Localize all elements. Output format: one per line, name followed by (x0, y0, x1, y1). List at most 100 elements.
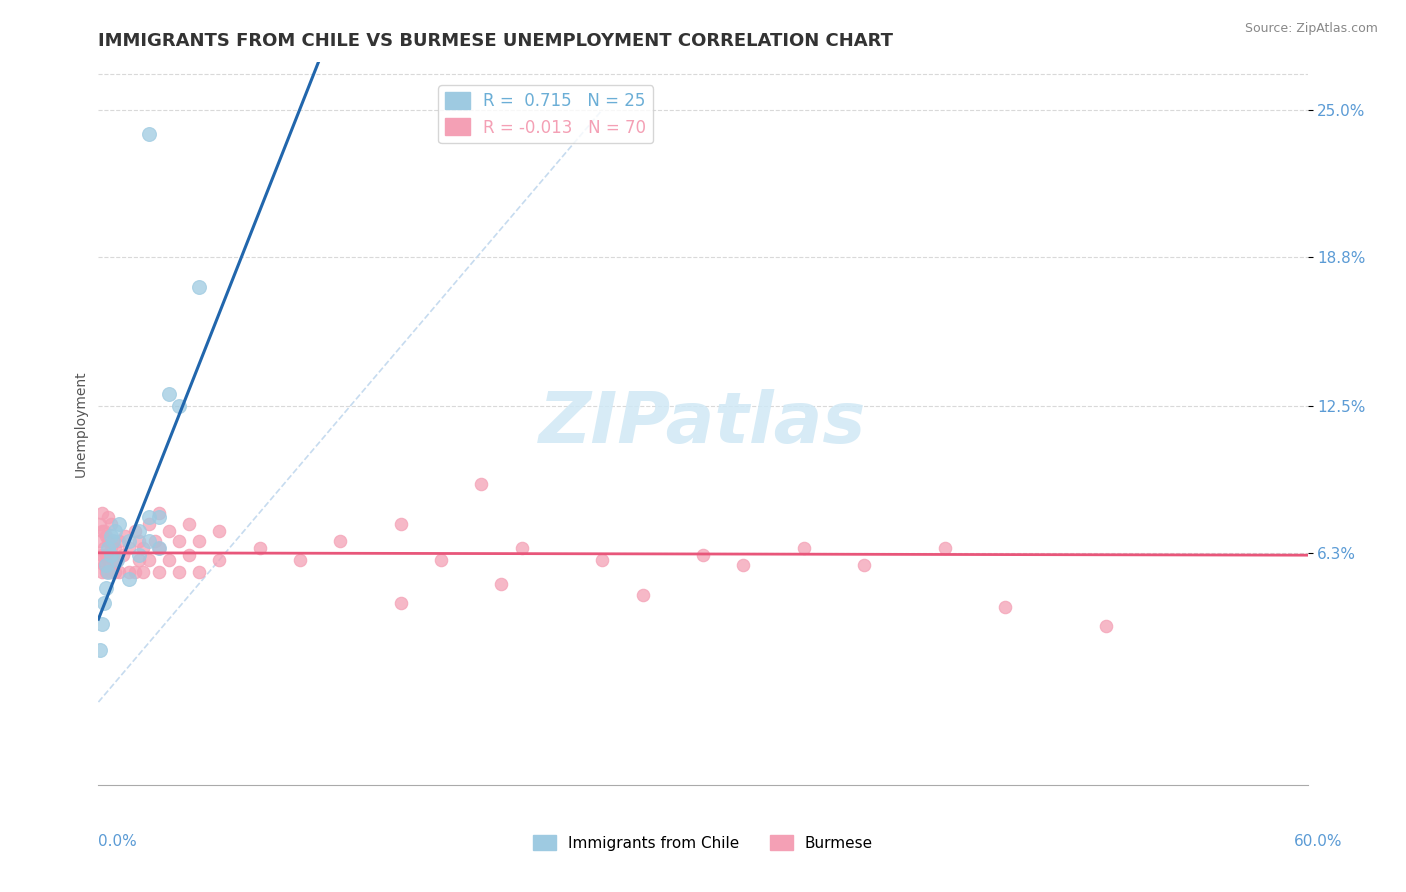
Point (148, 506, 170, 520)
Point (491, 576, 513, 591)
Point (208, 553, 231, 567)
Point (167, 565, 190, 579)
Point (208, 524, 231, 539)
Point (148, 565, 170, 579)
Point (100, 548, 122, 562)
Point (994, 600, 1017, 615)
Point (389, 596, 412, 610)
Point (97, 510, 120, 524)
Point (105, 553, 128, 567)
Point (138, 510, 160, 524)
Point (89, 553, 111, 567)
Point (288, 553, 311, 567)
Point (157, 553, 180, 567)
Point (132, 565, 155, 579)
Point (97, 565, 120, 579)
Point (93, 596, 115, 610)
Text: Source: ZipAtlas.com: Source: ZipAtlas.com (1244, 22, 1378, 36)
Point (101, 533, 124, 548)
Point (124, 565, 146, 579)
Point (105, 553, 128, 567)
Point (249, 541, 271, 555)
Point (148, 510, 170, 524)
Point (107, 533, 129, 548)
Point (96, 529, 118, 543)
Point (100, 517, 122, 532)
Point (128, 548, 150, 562)
Point (148, 541, 170, 555)
Point (100, 529, 122, 543)
Point (510, 541, 533, 555)
Point (93, 541, 115, 555)
Point (96, 548, 118, 562)
Point (132, 541, 155, 555)
Point (167, 399, 190, 413)
Point (138, 553, 160, 567)
Point (179, 517, 201, 532)
Point (96, 565, 118, 579)
Point (89, 643, 111, 657)
Point (91, 565, 114, 579)
Point (96, 582, 118, 596)
Point (470, 477, 492, 491)
Point (124, 524, 146, 539)
Point (138, 533, 160, 548)
Point (148, 541, 170, 555)
Legend: Immigrants from Chile, Burmese: Immigrants from Chile, Burmese (527, 829, 879, 857)
Point (692, 548, 714, 562)
Point (89, 517, 111, 532)
Point (91, 548, 114, 562)
Point (188, 280, 211, 294)
Point (89, 533, 111, 548)
Point (793, 541, 815, 555)
Point (138, 517, 160, 532)
Point (188, 533, 211, 548)
Point (91, 524, 114, 539)
Point (114, 529, 136, 543)
Point (103, 565, 125, 579)
Point (934, 541, 956, 555)
Point (329, 533, 352, 548)
Point (1095, 619, 1118, 633)
Point (91, 506, 114, 520)
Point (591, 553, 613, 567)
Point (97, 553, 120, 567)
Point (93, 524, 115, 539)
Point (91, 616, 114, 631)
Point (100, 565, 122, 579)
Point (101, 533, 124, 548)
Point (100, 541, 122, 555)
Point (128, 553, 150, 567)
Point (143, 533, 166, 548)
Point (101, 553, 124, 567)
Point (157, 524, 180, 539)
Point (96, 558, 118, 572)
Point (118, 541, 141, 555)
Point (118, 533, 141, 548)
Point (97, 533, 120, 548)
Point (853, 558, 876, 572)
Point (138, 127, 160, 141)
Point (157, 387, 180, 401)
Point (631, 589, 654, 603)
Text: 60.0%: 60.0% (1295, 834, 1343, 849)
Point (107, 565, 129, 579)
Point (97, 541, 120, 555)
Y-axis label: Unemployment: Unemployment (73, 370, 87, 477)
Point (179, 548, 201, 562)
Text: ZIPatlas: ZIPatlas (540, 389, 866, 458)
Text: IMMIGRANTS FROM CHILE VS BURMESE UNEMPLOYMENT CORRELATION CHART: IMMIGRANTS FROM CHILE VS BURMESE UNEMPLO… (98, 32, 893, 50)
Point (430, 553, 453, 567)
Point (389, 517, 412, 532)
Point (93, 558, 115, 572)
Point (118, 572, 141, 586)
Point (128, 524, 150, 539)
Point (107, 517, 129, 532)
Point (733, 558, 755, 572)
Point (118, 565, 141, 579)
Point (167, 533, 190, 548)
Point (111, 548, 134, 562)
Point (188, 565, 211, 579)
Point (128, 533, 150, 548)
Point (103, 524, 125, 539)
